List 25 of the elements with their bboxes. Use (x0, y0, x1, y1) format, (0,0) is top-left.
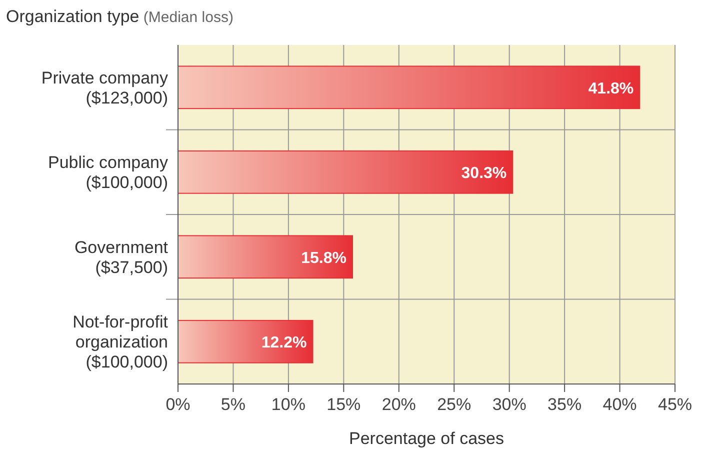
bar (178, 66, 640, 110)
x-tick-label: 20% (382, 395, 416, 414)
data-label: 30.3% (461, 165, 507, 182)
chart-title: Organization type (6, 7, 140, 26)
chart-subtitle: (Median loss) (139, 9, 234, 26)
y-tick-label: Public company ($100,000) (48, 153, 168, 192)
x-axis-title: Percentage of cases (349, 429, 504, 448)
x-tick-label: 40% (602, 395, 637, 414)
data-label: 12.2% (261, 334, 307, 352)
y-tick-label: Government ($37,500) (74, 238, 168, 277)
x-tick-label: 15% (326, 395, 361, 414)
bar (178, 320, 314, 364)
y-tick-label: Private company ($123,000) (41, 68, 168, 108)
data-label: 15.8% (301, 250, 346, 267)
x-tick-label: 25% (437, 395, 472, 414)
bar (178, 235, 353, 279)
x-tick-label: 0% (166, 395, 190, 414)
x-tick-label: 10% (271, 395, 306, 414)
bar (178, 150, 514, 194)
x-tick-label: 35% (548, 395, 582, 414)
x-tick-label: 30% (492, 395, 526, 414)
y-tick-label: Not-for-profit organization ($100,000) (72, 312, 168, 372)
data-label: 41.8% (588, 80, 634, 98)
x-tick-label: 5% (220, 395, 246, 414)
x-tick-label: 45% (658, 395, 692, 414)
